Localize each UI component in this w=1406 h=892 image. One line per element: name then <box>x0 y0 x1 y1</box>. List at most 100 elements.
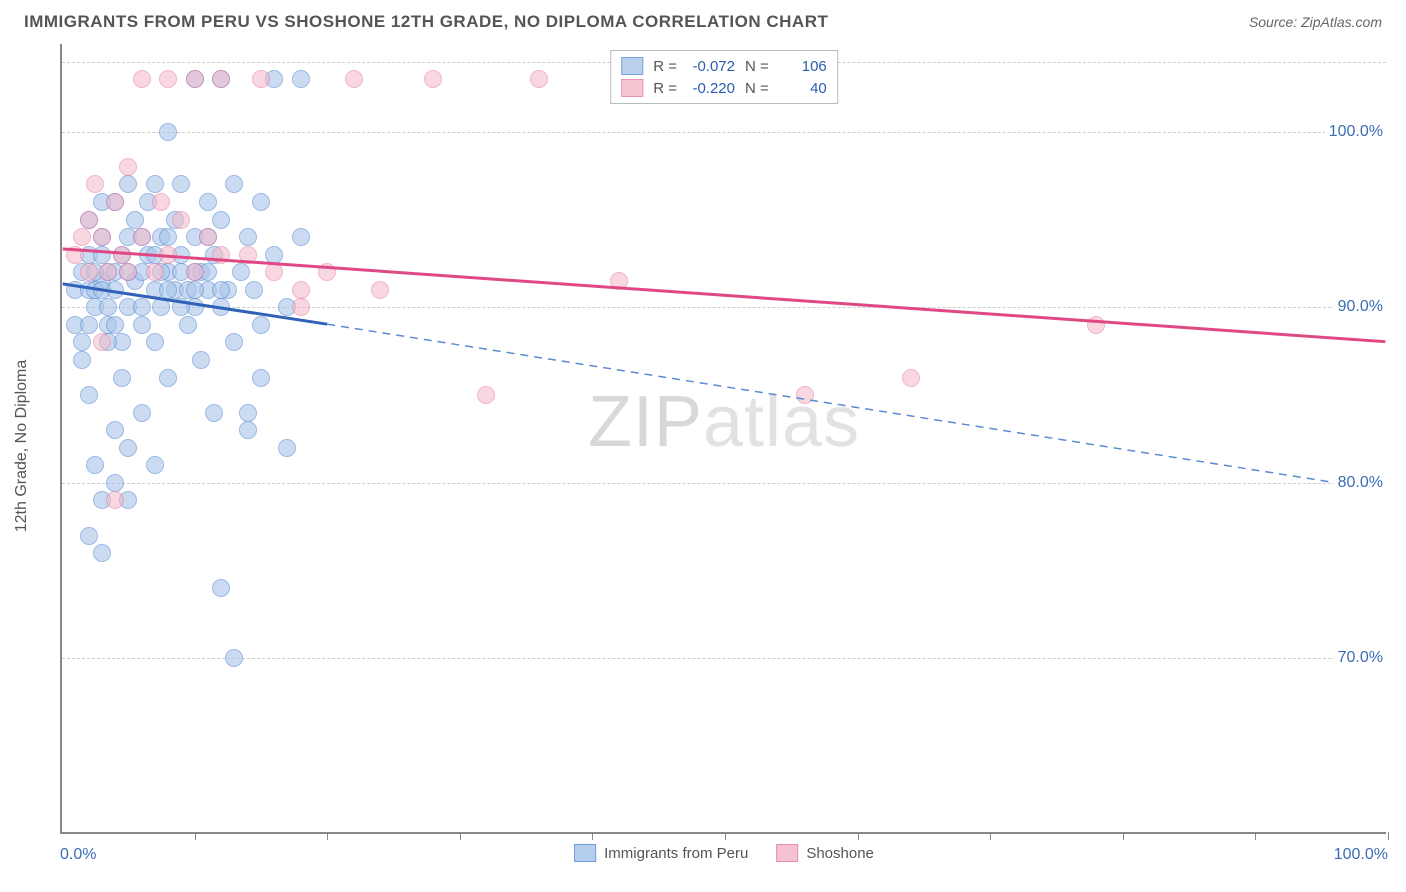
scatter-point <box>172 298 190 316</box>
legend-swatch <box>574 844 596 862</box>
scatter-point <box>292 228 310 246</box>
scatter-point <box>126 211 144 229</box>
scatter-point <box>232 263 250 281</box>
scatter-point <box>796 386 814 404</box>
scatter-point <box>212 70 230 88</box>
scatter-point <box>133 298 151 316</box>
stat-r-value: -0.220 <box>687 80 735 97</box>
scatter-point <box>205 404 223 422</box>
scatter-point <box>239 421 257 439</box>
stat-n-label: N = <box>745 58 769 75</box>
scatter-point <box>212 579 230 597</box>
scatter-point <box>192 351 210 369</box>
scatter-point <box>318 263 336 281</box>
legend-swatch <box>776 844 798 862</box>
scatter-point <box>86 175 104 193</box>
scatter-point <box>99 298 117 316</box>
watermark-thin: atlas <box>703 382 860 462</box>
scatter-point <box>424 70 442 88</box>
scatter-point <box>239 246 257 264</box>
chart-title: IMMIGRANTS FROM PERU VS SHOSHONE 12TH GR… <box>24 12 828 32</box>
scatter-point <box>245 281 263 299</box>
legend-label: Immigrants from Peru <box>604 845 748 862</box>
x-tick <box>858 832 859 840</box>
y-tick-label: 100.0% <box>1325 123 1387 141</box>
scatter-point <box>119 263 137 281</box>
scatter-point <box>152 193 170 211</box>
scatter-point <box>902 369 920 387</box>
scatter-point <box>212 298 230 316</box>
scatter-point <box>239 228 257 246</box>
x-axis-min-label: 0.0% <box>60 846 96 864</box>
scatter-point <box>159 123 177 141</box>
x-tick <box>1255 832 1256 840</box>
stat-r-label: R = <box>653 58 677 75</box>
legend-swatch <box>621 57 643 75</box>
scatter-point <box>133 70 151 88</box>
scatter-point <box>106 193 124 211</box>
scatter-point <box>119 175 137 193</box>
scatter-point <box>159 70 177 88</box>
gridline-h <box>62 658 1386 659</box>
trend-line <box>327 324 1385 490</box>
stat-n-value: 40 <box>779 80 827 97</box>
scatter-point <box>73 228 91 246</box>
watermark-bold: ZIP <box>588 382 703 462</box>
watermark-text: ZIPatlas <box>588 381 860 463</box>
gridline-h <box>62 307 1386 308</box>
x-tick <box>725 832 726 840</box>
y-tick-label: 70.0% <box>1334 649 1387 667</box>
scatter-point <box>133 404 151 422</box>
scatter-point <box>80 316 98 334</box>
scatter-point <box>146 263 164 281</box>
scatter-point <box>371 281 389 299</box>
scatter-point <box>179 316 197 334</box>
scatter-point <box>172 211 190 229</box>
scatter-point <box>225 175 243 193</box>
y-tick-label: 90.0% <box>1334 298 1387 316</box>
x-tick <box>1123 832 1124 840</box>
legend-label: Shoshone <box>806 845 874 862</box>
gridline-h <box>62 483 1386 484</box>
scatter-point <box>113 369 131 387</box>
scatter-point <box>252 70 270 88</box>
scatter-point <box>93 333 111 351</box>
gridline-h <box>62 132 1386 133</box>
scatter-point <box>199 193 217 211</box>
scatter-point <box>186 281 204 299</box>
scatter-point <box>113 246 131 264</box>
x-tick <box>990 832 991 840</box>
scatter-point <box>292 298 310 316</box>
scatter-point <box>610 272 628 290</box>
scatter-point <box>152 298 170 316</box>
stat-r-value: -0.072 <box>687 58 735 75</box>
scatter-point <box>159 369 177 387</box>
scatter-point <box>106 421 124 439</box>
scatter-point <box>265 246 283 264</box>
scatter-point <box>477 386 495 404</box>
scatter-point <box>86 456 104 474</box>
legend-item: Shoshone <box>776 844 874 862</box>
correlation-chart: ZIPatlas R =-0.072N =106R =-0.220N =40 I… <box>60 44 1386 834</box>
x-tick <box>592 832 593 840</box>
scatter-point <box>133 316 151 334</box>
scatter-point <box>93 544 111 562</box>
scatter-point <box>80 263 98 281</box>
scatter-point <box>252 316 270 334</box>
scatter-point <box>159 246 177 264</box>
y-axis-label: 12th Grade, No Diploma <box>13 360 31 533</box>
scatter-point <box>93 246 111 264</box>
scatter-point <box>252 369 270 387</box>
scatter-point <box>106 491 124 509</box>
scatter-point <box>146 456 164 474</box>
scatter-point <box>146 175 164 193</box>
scatter-point <box>292 70 310 88</box>
scatter-point <box>119 439 137 457</box>
x-tick <box>460 832 461 840</box>
correlation-stats-box: R =-0.072N =106R =-0.220N =40 <box>610 50 838 104</box>
scatter-point <box>93 228 111 246</box>
scatter-point <box>99 263 117 281</box>
x-tick <box>327 832 328 840</box>
x-axis-max-label: 100.0% <box>1334 846 1388 864</box>
scatter-point <box>186 263 204 281</box>
